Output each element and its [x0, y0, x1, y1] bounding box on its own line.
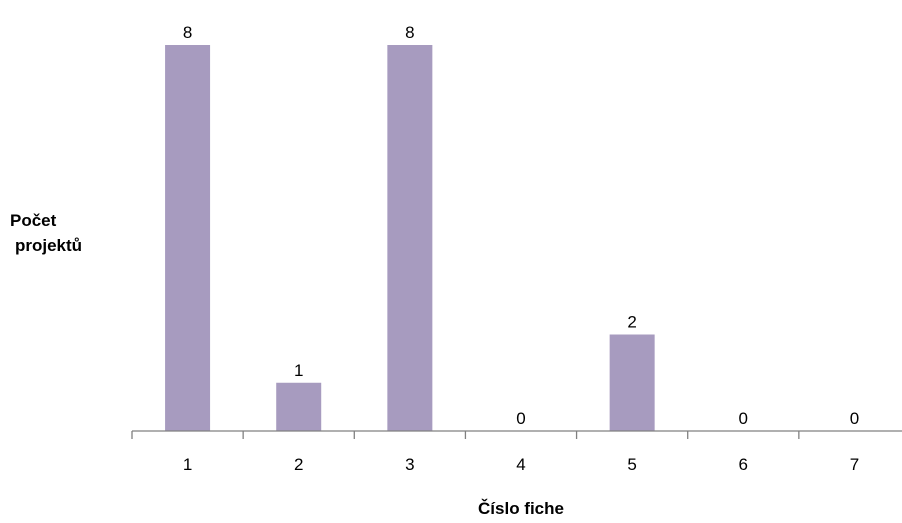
bar-1 [165, 45, 211, 431]
bar-2 [276, 382, 322, 431]
value-label-2: 1 [294, 361, 303, 380]
x-axis-label: Číslo fiche [478, 499, 564, 518]
bars-group [165, 45, 655, 431]
value-label-5: 2 [627, 313, 636, 332]
x-tick-label-3: 3 [405, 455, 414, 474]
value-label-6: 0 [739, 409, 748, 428]
x-tick-labels-group: 1 2 3 4 5 6 7 [183, 455, 859, 474]
value-label-4: 0 [516, 409, 525, 428]
value-label-3: 8 [405, 23, 414, 42]
y-axis-label-line-2: projektů [15, 236, 83, 255]
bar-3 [387, 45, 433, 431]
y-axis-label-line-1: Počet [10, 211, 57, 230]
value-labels-group: 8 1 8 0 2 0 0 [183, 23, 859, 428]
value-label-7: 0 [850, 409, 859, 428]
x-axis [131, 430, 902, 439]
x-tick-label-1: 1 [183, 455, 192, 474]
x-tick-label-7: 7 [850, 455, 859, 474]
x-tick-label-6: 6 [739, 455, 748, 474]
value-label-1: 8 [183, 23, 192, 42]
x-tick-label-4: 4 [516, 455, 525, 474]
x-tick-label-2: 2 [294, 455, 303, 474]
bar-5 [609, 334, 655, 431]
y-axis-label: Počet projektů [10, 208, 130, 258]
x-tick-label-5: 5 [627, 455, 636, 474]
